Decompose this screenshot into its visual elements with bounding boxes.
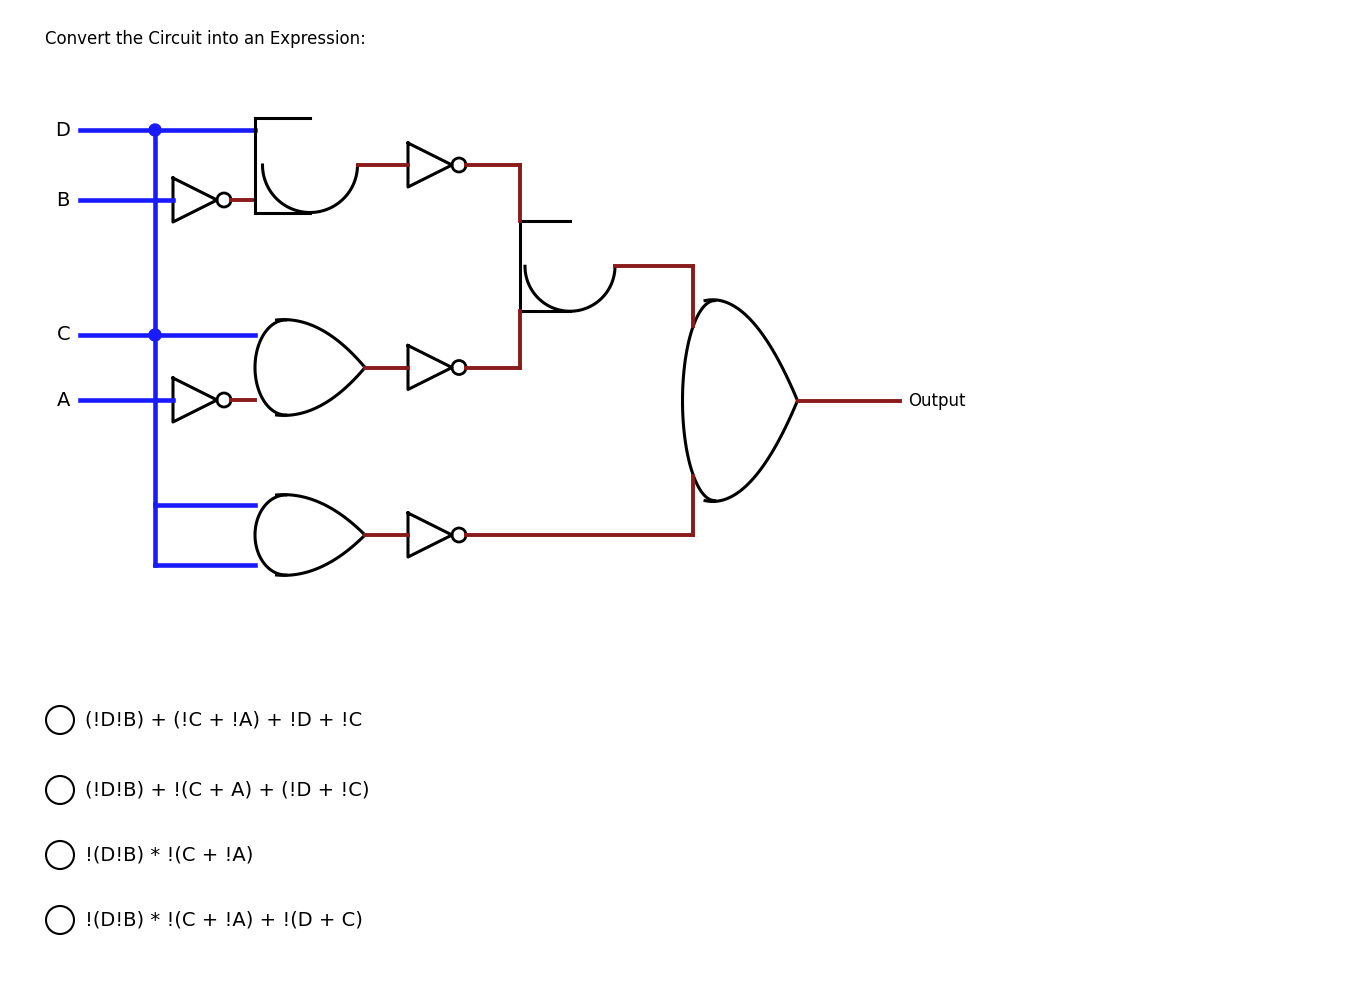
Text: !(D!B) * !(C + !A) + !(D + C): !(D!B) * !(C + !A) + !(D + C) bbox=[85, 910, 363, 930]
Circle shape bbox=[150, 124, 160, 136]
Text: B: B bbox=[57, 190, 70, 209]
Text: Output: Output bbox=[909, 391, 965, 409]
Text: (!D!B) + (!C + !A) + !D + !C: (!D!B) + (!C + !A) + !D + !C bbox=[85, 711, 363, 730]
Text: !(D!B) * !(C + !A): !(D!B) * !(C + !A) bbox=[85, 846, 253, 865]
Circle shape bbox=[150, 329, 160, 341]
Text: Convert the Circuit into an Expression:: Convert the Circuit into an Expression: bbox=[44, 30, 365, 48]
Text: C: C bbox=[57, 325, 70, 344]
Text: A: A bbox=[57, 390, 70, 409]
Text: D: D bbox=[55, 120, 70, 139]
Text: (!D!B) + !(C + A) + (!D + !C): (!D!B) + !(C + A) + (!D + !C) bbox=[85, 781, 369, 800]
